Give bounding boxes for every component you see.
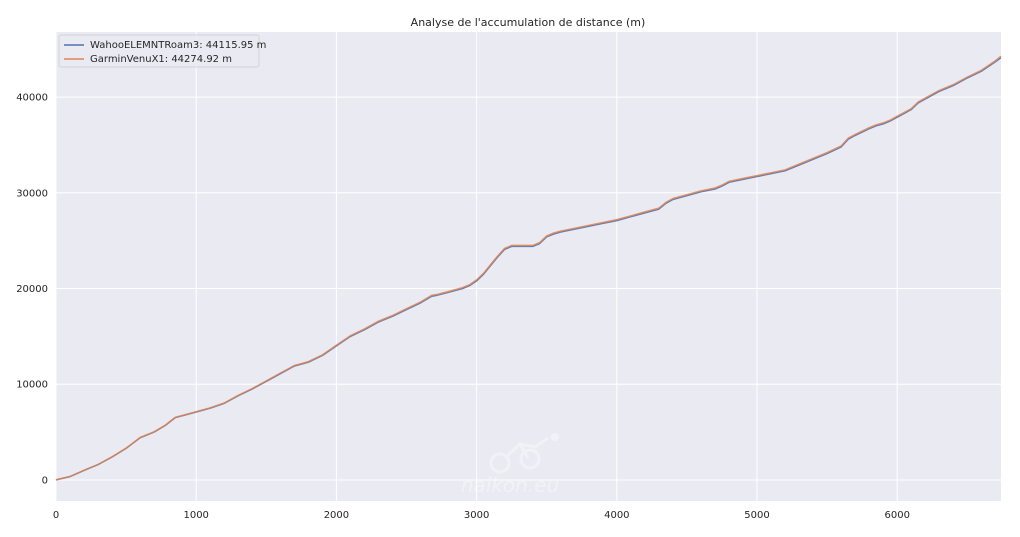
grid-lines — [55, 32, 1001, 501]
y-tick-label: 40000 — [16, 93, 48, 104]
watermark-head — [551, 433, 559, 441]
x-tick-label: 4000 — [604, 510, 629, 521]
x-tick-labels: 0 1000 2000 3000 4000 5000 6000 — [53, 510, 910, 521]
series-line-garmin — [55, 55, 1002, 481]
x-tick-label: 0 — [53, 510, 59, 521]
x-tick-label: 1000 — [183, 510, 208, 521]
legend-label-wahoo: WahooELEMNTRoam3: 44115.95 m — [90, 40, 266, 51]
watermark-logo: naikon.eu — [461, 433, 559, 497]
series-lines — [55, 55, 1002, 481]
y-tick-label: 0 — [42, 475, 48, 486]
x-tick-label: 2000 — [324, 510, 349, 521]
plot-area — [56, 32, 1001, 501]
chart-title: Analyse de l'accumulation de distance (m… — [411, 16, 646, 29]
watermark-rider — [503, 436, 549, 460]
x-tick-label: 5000 — [744, 510, 769, 521]
legend-box — [58, 34, 260, 68]
watermark-wheel-right — [519, 448, 541, 470]
y-tick-labels: 0 10000 20000 30000 40000 — [16, 93, 48, 487]
x-tick-label: 6000 — [885, 510, 910, 521]
legend-label-garmin: GarminVenuX1: 44274.92 m — [90, 54, 232, 65]
y-tick-label: 30000 — [16, 188, 48, 199]
y-tick-label: 10000 — [16, 380, 48, 391]
x-tick-label: 3000 — [464, 510, 489, 521]
y-tick-label: 20000 — [16, 284, 48, 295]
watermark-text: naikon.eu — [461, 473, 559, 497]
watermark-wheel-left — [489, 452, 511, 474]
legend: WahooELEMNTRoam3: 44115.95 m GarminVenuX… — [58, 34, 266, 68]
